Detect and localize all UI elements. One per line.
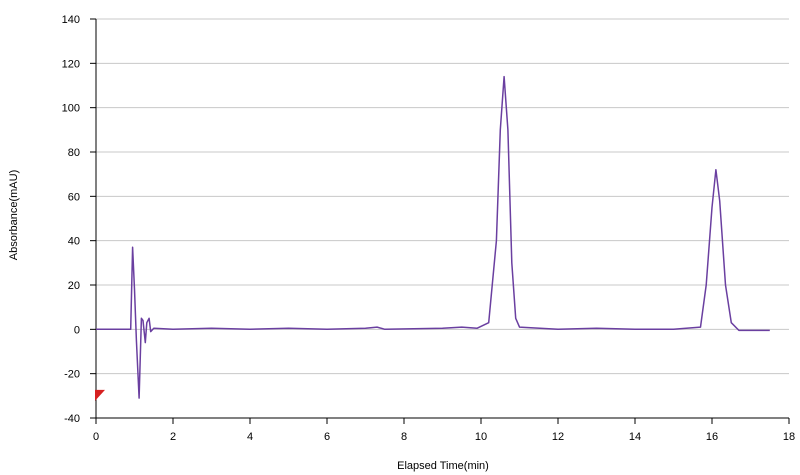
start-marker-icon <box>95 389 105 401</box>
y-tick-label: 20 <box>68 280 80 292</box>
series-line <box>96 75 770 399</box>
x-tick-label: 12 <box>552 431 564 443</box>
x-tick-label: 14 <box>629 431 641 443</box>
x-axis-label: Elapsed Time(min) <box>397 460 489 472</box>
y-tick-label: 80 <box>68 147 80 159</box>
y-tick-label: 100 <box>62 103 80 115</box>
grid <box>96 18 789 375</box>
y-axis-ticks: -40 -20 0 20 40 60 80 100 120 140 <box>62 14 96 425</box>
axes <box>95 19 789 419</box>
y-tick-label: 120 <box>62 58 80 70</box>
x-tick-label: 4 <box>247 431 253 443</box>
y-tick-label: 60 <box>68 191 80 203</box>
y-axis-label: Absorbance(mAU) <box>8 170 20 260</box>
y-tick-label: 140 <box>62 14 80 26</box>
x-tick-label: 16 <box>706 431 718 443</box>
y-tick-label: 0 <box>74 324 80 336</box>
x-tick-label: 0 <box>93 431 99 443</box>
y-tick-label: 40 <box>68 236 80 248</box>
x-axis-ticks: 0 2 4 6 8 10 12 14 16 18 <box>93 418 795 443</box>
x-tick-label: 2 <box>170 431 176 443</box>
x-tick-label: 18 <box>783 431 795 443</box>
x-tick-label: 10 <box>475 431 487 443</box>
x-tick-label: 8 <box>401 431 407 443</box>
y-tick-label: -20 <box>64 369 80 381</box>
x-tick-label: 6 <box>324 431 330 443</box>
y-tick-label: -40 <box>64 413 80 425</box>
series-group <box>95 75 770 401</box>
